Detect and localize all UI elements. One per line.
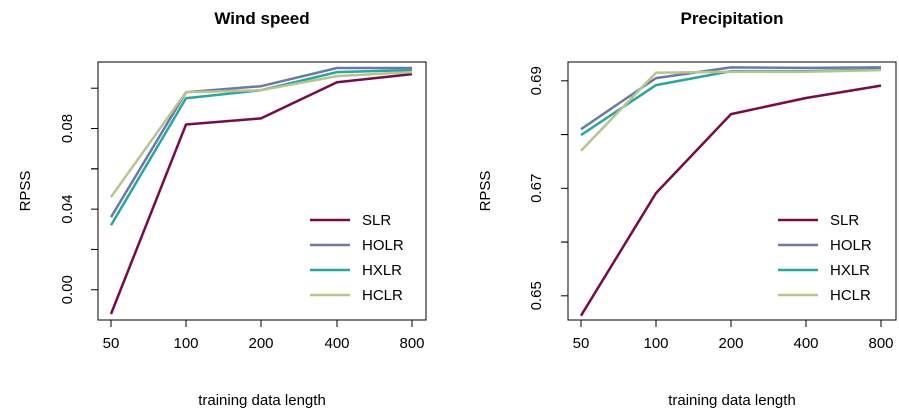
wind-speed-y-tick-label: 0.00 <box>59 275 76 304</box>
precipitation-x-tick-label: 400 <box>793 335 818 352</box>
precipitation-legend-label-holr: HOLR <box>830 237 872 254</box>
precipitation-x-axis-label: training data length <box>668 392 796 409</box>
precipitation-legend-label-hclr: HCLR <box>830 287 871 304</box>
wind-speed-legend-label-hclr: HCLR <box>362 287 403 304</box>
wind-speed-x-tick-label: 400 <box>324 335 349 352</box>
precipitation-x-tick-label: 100 <box>643 335 668 352</box>
precipitation-series-hclr <box>580 68 882 152</box>
precipitation-y-tick-label: 0.69 <box>528 66 545 95</box>
precipitation-panel: Precipitation training data length RPSS … <box>477 9 897 409</box>
wind-speed-legend-label-holr: HOLR <box>362 237 404 254</box>
precipitation-x-tick-label: 800 <box>868 335 893 352</box>
precipitation-y-tick-label: 0.65 <box>528 281 545 310</box>
wind-speed-legend-label-slr: SLR <box>362 212 391 229</box>
precipitation-series-slr <box>579 84 882 317</box>
precipitation-x-tick-label: 200 <box>718 335 743 352</box>
wind-speed-x-tick-label: 200 <box>248 335 273 352</box>
precipitation-legend-label-slr: SLR <box>830 212 859 229</box>
precipitation-legend-label-hxlr: HXLR <box>830 262 870 279</box>
wind-speed-plot-frame <box>97 61 427 321</box>
wind-speed-series-holr <box>109 66 412 218</box>
wind-speed-series-hclr <box>109 70 413 198</box>
precipitation-series-holr <box>580 66 882 131</box>
wind-speed-x-tick-label: 800 <box>399 335 424 352</box>
wind-speed-x-tick-label: 100 <box>173 335 198 352</box>
precipitation-x-tick-label: 50 <box>573 335 590 352</box>
wind-speed-x-axis-label: training data length <box>198 392 326 409</box>
wind-speed-y-axis-label: RPSS <box>17 171 34 212</box>
wind-speed-y-tick-label: 0.08 <box>59 114 76 143</box>
wind-speed-panel: Wind speed training data length RPSS 50 1… <box>17 9 427 409</box>
precipitation-y-tick-label: 0.67 <box>528 174 545 203</box>
wind-speed-title: Wind speed <box>214 9 309 28</box>
precipitation-y-axis-label: RPSS <box>477 171 494 212</box>
precipitation-plot-frame <box>567 61 897 321</box>
wind-speed-x-tick-label: 50 <box>103 335 120 352</box>
wind-speed-series-slr <box>109 72 413 315</box>
precipitation-title: Precipitation <box>681 9 784 28</box>
wind-speed-y-tick-label: 0.04 <box>59 195 76 224</box>
wind-speed-legend-label-hxlr: HXLR <box>362 262 402 279</box>
